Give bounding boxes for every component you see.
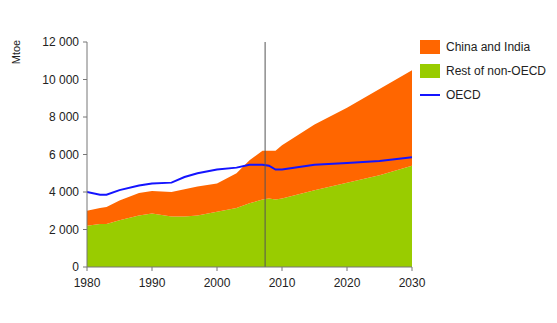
- y-tick-label: 2 000: [49, 223, 79, 237]
- x-tick-label: 2020: [334, 276, 361, 290]
- chart: 0 2 000 4 000 6 000 8 000 10 000 12 000 1980 199…: [0, 0, 557, 323]
- x-tick: [282, 267, 283, 271]
- y-tick-label: 6 000: [49, 148, 79, 162]
- x-tick: [152, 267, 153, 271]
- y-tick: [83, 42, 87, 43]
- legend-label: China and India: [446, 40, 530, 54]
- x-tick: [412, 267, 413, 271]
- divider: [265, 42, 266, 267]
- legend-label: Rest of non-OECD: [446, 64, 546, 78]
- y-tick: [83, 117, 87, 118]
- x-tick-label: 2030: [399, 276, 426, 290]
- x-tick: [87, 267, 88, 271]
- x-tick-label: 2000: [204, 276, 231, 290]
- y-label: Mtoe: [10, 40, 22, 64]
- plot-area: [87, 42, 412, 267]
- y-tick: [83, 154, 87, 155]
- x-axis: [87, 267, 412, 268]
- legend-swatch: [420, 40, 440, 54]
- y-tick-label: 10 000: [42, 73, 79, 87]
- y-tick-label: 0: [72, 260, 79, 274]
- y-tick-label: 8 000: [49, 110, 79, 124]
- x-tick-label: 1990: [139, 276, 166, 290]
- legend-swatch: [420, 94, 440, 96]
- area: [87, 70, 412, 226]
- y-tick: [83, 192, 87, 193]
- line: [87, 157, 412, 195]
- x-tick: [347, 267, 348, 271]
- y-tick-label: 12 000: [42, 35, 79, 49]
- legend-label: OECD: [446, 88, 481, 102]
- legend: China and India Rest of non-OECD OECD: [420, 40, 546, 102]
- x-tick: [217, 267, 218, 271]
- y-tick: [83, 229, 87, 230]
- legend-swatch: [420, 64, 440, 78]
- y-tick: [83, 79, 87, 80]
- y-tick-label: 4 000: [49, 185, 79, 199]
- y-tick: [83, 267, 87, 268]
- x-tick-label: 1980: [74, 276, 101, 290]
- x-tick-label: 2010: [269, 276, 296, 290]
